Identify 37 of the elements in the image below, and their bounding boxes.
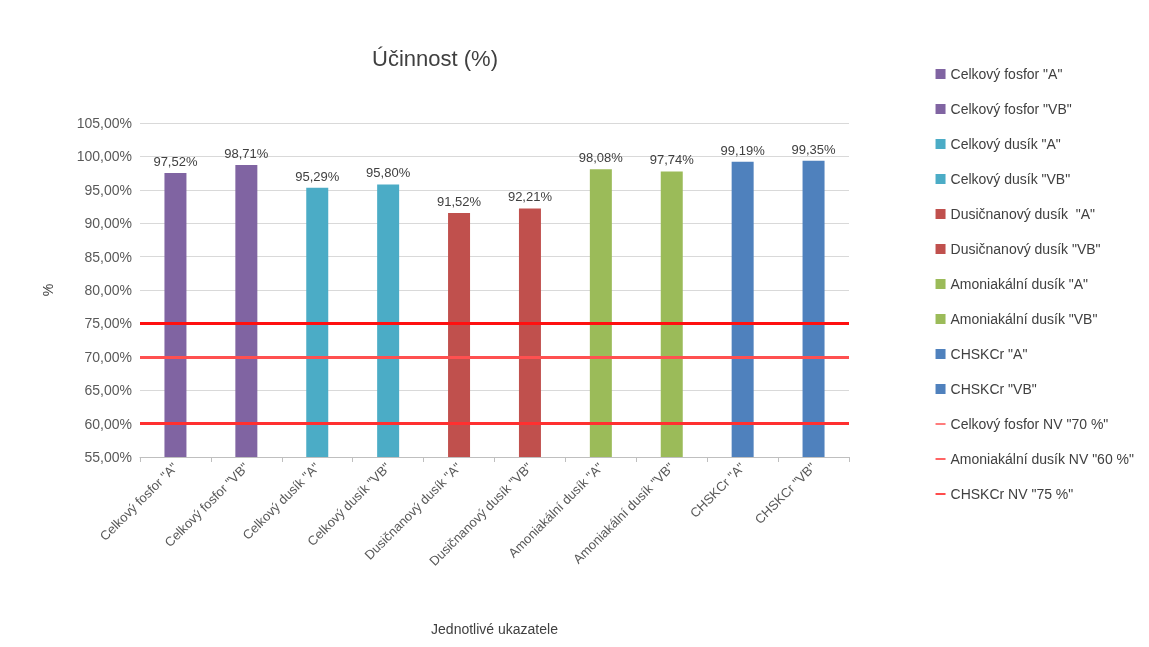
legend-label: Celkový dusík "VB" [950,171,1071,187]
y-tick-label: 60,00% [84,415,132,432]
data-label: 99,35% [791,141,837,157]
y-tick-label: 85,00% [84,248,132,265]
legend-label: Amoniakální dusík "VB" [950,311,1098,327]
chart-title: Účinnost (%) [372,45,498,71]
y-tick-label: 90,00% [84,215,132,232]
legend-label: Dusičnanový dusík "A" [950,206,1096,222]
legend-label: CHSKCr "A" [950,346,1028,362]
legend-label: Celkový fosfor "VB" [950,101,1072,117]
data-label: 95,29% [295,168,340,184]
legend-label: Amoniakální dusík "A" [950,276,1089,292]
y-tick-label: 70,00% [84,348,132,365]
y-tick-label: 65,00% [84,382,132,399]
y-tick-label: 75,00% [84,315,132,332]
data-label: 92,21% [507,189,553,205]
legend-label: CHSKCr "VB" [950,381,1037,397]
data-label: 91,52% [437,194,482,210]
y-tick-label: 95,00% [84,181,132,198]
legend-label: Dusičnanový dusík "VB" [950,241,1101,257]
legend-label: Celkový fosfor "A" [950,66,1063,82]
y-axis-title: % [40,283,56,297]
data-label: 98,71% [224,146,269,162]
legend-label: Amoniakální dusík NV "60 %" [950,451,1135,467]
y-tick-label: 105,00% [76,115,132,131]
data-label: 97,52% [153,153,198,169]
data-label: 97,74% [649,152,695,168]
y-tick-label: 55,00% [84,449,132,465]
legend-label: Celkový fosfor NV "70 %" [950,416,1109,432]
data-label: 95,80% [366,165,411,181]
data-label: 99,19% [720,142,766,158]
x-axis-title: Jednotlivé ukazatele [431,621,559,637]
legend-label: Celkový dusík "A" [950,136,1061,152]
data-label: 98,08% [578,150,624,166]
legend-label: CHSKCr NV "75 %" [950,486,1074,502]
y-tick-label: 100,00% [76,148,132,165]
y-tick-label: 80,00% [84,282,132,298]
